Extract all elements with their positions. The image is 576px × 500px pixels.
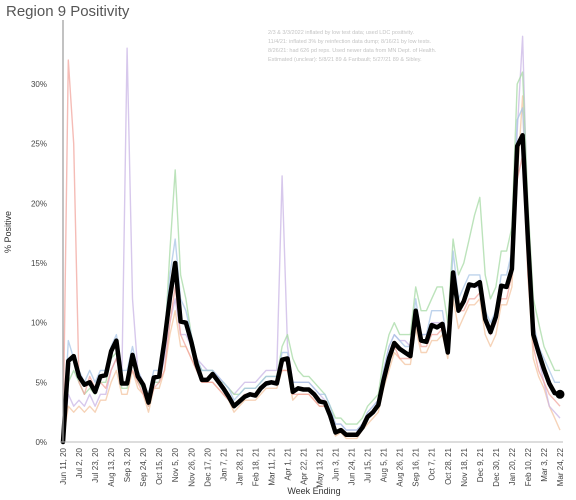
chart-annotation: 2/3 & 3/3/2022 inflated by low test data…: [268, 30, 437, 63]
x-tick-label: Jul 2, 20: [75, 447, 84, 478]
x-tick-label: Jan 7, 21: [219, 447, 228, 480]
x-tick-label: Oct 7, 21: [428, 447, 437, 480]
x-tick-label: Feb 10, 22: [524, 447, 533, 486]
x-tick-label: Oct 15, 20: [155, 447, 164, 484]
x-tick-label: Feb 18, 21: [251, 447, 260, 486]
y-axis-title: % Positive: [3, 211, 13, 253]
x-tick-label: Apr 1, 21: [283, 447, 292, 480]
x-tick-label: Jan 20, 22: [508, 447, 517, 485]
x-tick-label: Apr 22, 21: [299, 447, 308, 484]
y-tick-label: 10%: [31, 319, 47, 328]
series-lines: [60, 35, 565, 445]
x-tick-label: Jun 24, 21: [348, 447, 357, 485]
x-tick-label: Jan 28, 21: [235, 447, 244, 485]
x-tick-label: Oct 28, 21: [444, 447, 453, 484]
x-tick-label: Mar 11, 21: [267, 447, 276, 485]
y-tick-label: 30%: [31, 80, 47, 89]
x-tick-label: Nov 5, 20: [171, 447, 180, 482]
x-tick-label: Jun 3, 21: [332, 447, 341, 480]
annotation-line: 2/3 & 3/3/2022 inflated by low test data…: [268, 30, 415, 36]
y-axis-ticks: 0% 5% 10% 15% 20% 25% 30%: [31, 80, 47, 447]
x-tick-label: Aug 5, 21: [380, 447, 389, 482]
x-tick-label: Jul 23, 20: [91, 447, 100, 482]
y-tick-label: 20%: [31, 199, 47, 208]
x-tick-label: Jun 11, 20: [59, 447, 68, 484]
region-series-end-point: [555, 389, 565, 399]
x-tick-label: Mar 3, 22: [540, 447, 549, 481]
x-tick-label: Sep 3, 20: [123, 447, 132, 482]
x-tick-label: Nov 18, 21: [460, 447, 469, 486]
y-tick-label: 5%: [35, 378, 47, 387]
x-tick-label: Mar 24, 22: [556, 447, 565, 486]
x-tick-label: Dec 30, 21: [492, 447, 501, 486]
x-tick-label: Jul 15, 21: [364, 447, 373, 482]
x-tick-label: Aug 26, 21: [396, 447, 405, 486]
chart-title: Region 9 Positivity: [6, 3, 130, 20]
x-tick-label: May 13, 21: [316, 447, 325, 487]
x-tick-label: Nov 26, 20: [187, 447, 196, 486]
region-series-line: [60, 133, 563, 445]
annotation-line: 11/4/21: inflated 3% by reinfection data…: [268, 39, 432, 45]
x-tick-label: Sep 16, 21: [412, 447, 421, 486]
x-tick-label: Sep 24, 20: [139, 447, 148, 486]
annotation-line: 8/26/21: had 626 pd reps. Used newer dat…: [268, 48, 437, 54]
y-tick-label: 25%: [31, 140, 47, 149]
x-tick-label: Aug 13, 20: [107, 447, 116, 486]
y-tick-label: 15%: [31, 259, 47, 268]
y-tick-label: 0%: [35, 438, 47, 447]
x-axis-title: Week Ending: [287, 486, 340, 496]
annotation-line: Estimated (unclear): 5/8/21 89 & Faribau…: [268, 57, 422, 63]
x-axis-ticks: Jun 11, 20 Jul 2, 20 Jul 23, 20 Aug 13, 20 S…: [59, 447, 565, 487]
x-tick-label: Dec 9, 21: [476, 447, 485, 482]
x-tick-label: Dec 17, 20: [203, 447, 212, 486]
